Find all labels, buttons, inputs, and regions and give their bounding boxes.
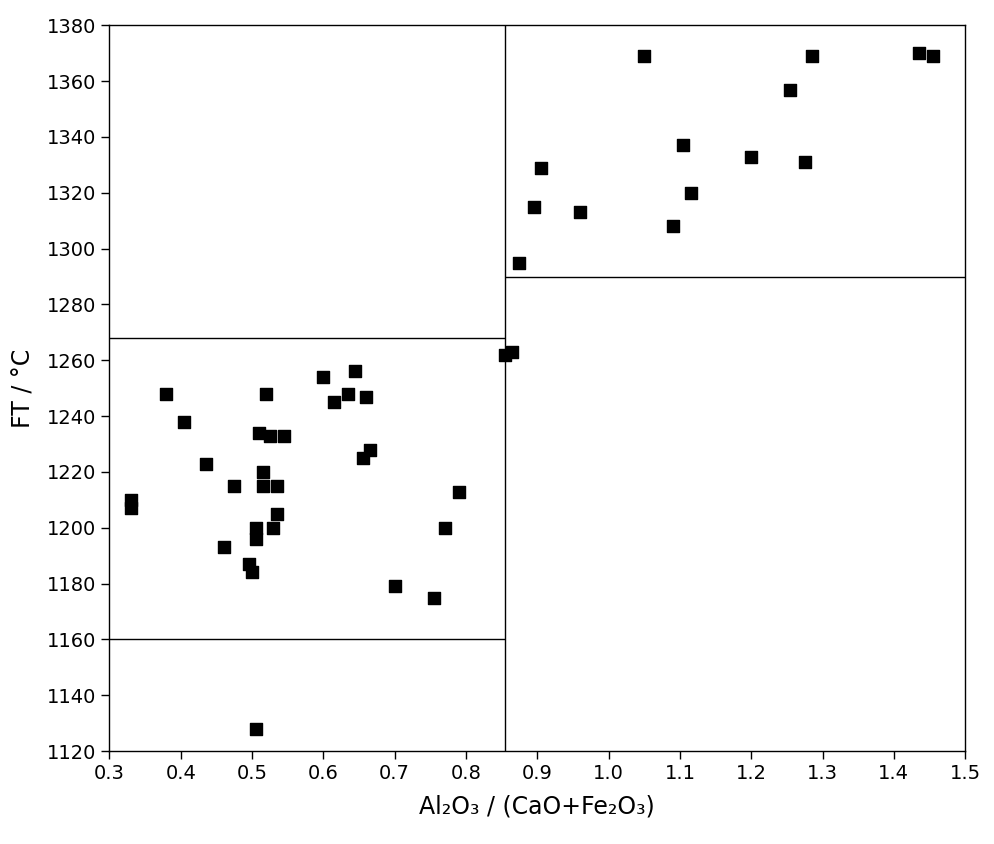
Point: [248, 722, 263, 736]
Point: [248, 521, 263, 534]
Point: [268, 507, 284, 521]
Point: [425, 591, 441, 604]
Point: [198, 457, 214, 470]
Point: [924, 49, 940, 62]
Point: [511, 256, 527, 269]
X-axis label: Al₂O₃ / (CaO+Fe₂O₃): Al₂O₃ / (CaO+Fe₂O₃): [419, 794, 654, 819]
Point: [781, 83, 797, 96]
Point: [533, 161, 549, 175]
Point: [803, 49, 819, 62]
Point: [504, 345, 520, 359]
Point: [244, 565, 259, 579]
Point: [315, 371, 331, 384]
Point: [436, 521, 452, 534]
Point: [258, 387, 274, 401]
Point: [241, 557, 256, 571]
Point: [450, 484, 466, 498]
Point: [675, 138, 691, 152]
Point: [664, 219, 680, 233]
Point: [682, 186, 698, 199]
Point: [636, 49, 652, 62]
Point: [265, 521, 281, 534]
Point: [340, 387, 356, 401]
Point: [216, 541, 232, 555]
Point: [268, 479, 284, 493]
Point: [254, 479, 270, 493]
Point: [572, 206, 587, 219]
Point: [387, 580, 403, 593]
Point: [354, 452, 370, 465]
Point: [226, 479, 242, 493]
Point: [176, 415, 192, 429]
Point: [347, 365, 363, 378]
Y-axis label: FT / °C: FT / °C: [12, 349, 36, 428]
Point: [123, 493, 139, 506]
Point: [254, 465, 270, 479]
Point: [276, 429, 292, 442]
Point: [910, 46, 925, 60]
Point: [796, 155, 812, 169]
Point: [158, 387, 174, 401]
Point: [248, 533, 263, 546]
Point: [743, 149, 758, 163]
Point: [362, 443, 378, 457]
Point: [123, 501, 139, 515]
Point: [261, 429, 277, 442]
Point: [326, 396, 342, 409]
Point: [250, 426, 266, 440]
Point: [525, 200, 541, 214]
Point: [497, 348, 513, 361]
Point: [358, 390, 374, 403]
